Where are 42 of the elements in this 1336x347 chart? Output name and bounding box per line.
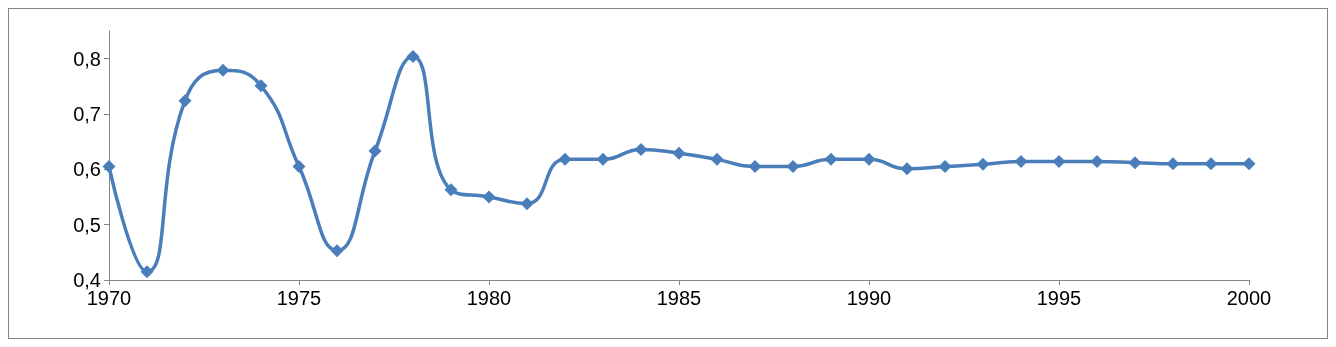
point (216, 63, 230, 77)
point (1128, 156, 1142, 170)
point (558, 152, 572, 166)
x-tick-label: 1985 (656, 287, 702, 309)
point (292, 160, 306, 174)
point (862, 152, 876, 166)
point (786, 160, 800, 174)
y-tick-label: 0,6 (73, 158, 101, 181)
y-tick-label: 0,4 (73, 269, 101, 291)
point (824, 152, 838, 166)
point (710, 152, 724, 166)
point (1204, 157, 1218, 171)
point (140, 265, 154, 279)
point (900, 162, 914, 176)
point (596, 152, 610, 166)
point (102, 160, 116, 174)
point (482, 190, 496, 204)
point (1166, 157, 1180, 171)
point (672, 146, 686, 160)
point (254, 79, 268, 93)
x-tick-label: 1990 (846, 287, 892, 309)
point (1090, 155, 1104, 169)
x-tick-label: 2000 (1226, 287, 1272, 309)
x-tick-label: 1995 (1036, 287, 1082, 309)
point (1052, 155, 1066, 169)
point (178, 94, 192, 108)
point (330, 244, 344, 258)
y-tick-label: 0,5 (73, 213, 101, 236)
point (748, 160, 762, 174)
point (634, 142, 648, 156)
y-tick-label: 0,7 (73, 103, 101, 125)
point (368, 144, 382, 158)
y-tick-label: 0,8 (73, 47, 101, 70)
point (520, 197, 534, 211)
point (1014, 155, 1028, 169)
point (444, 183, 458, 197)
point (406, 49, 420, 63)
x-tick-label: 1975 (276, 287, 322, 309)
point (1242, 157, 1256, 171)
point (976, 157, 990, 171)
x-tick-label: 1980 (466, 287, 512, 309)
point (938, 160, 952, 174)
